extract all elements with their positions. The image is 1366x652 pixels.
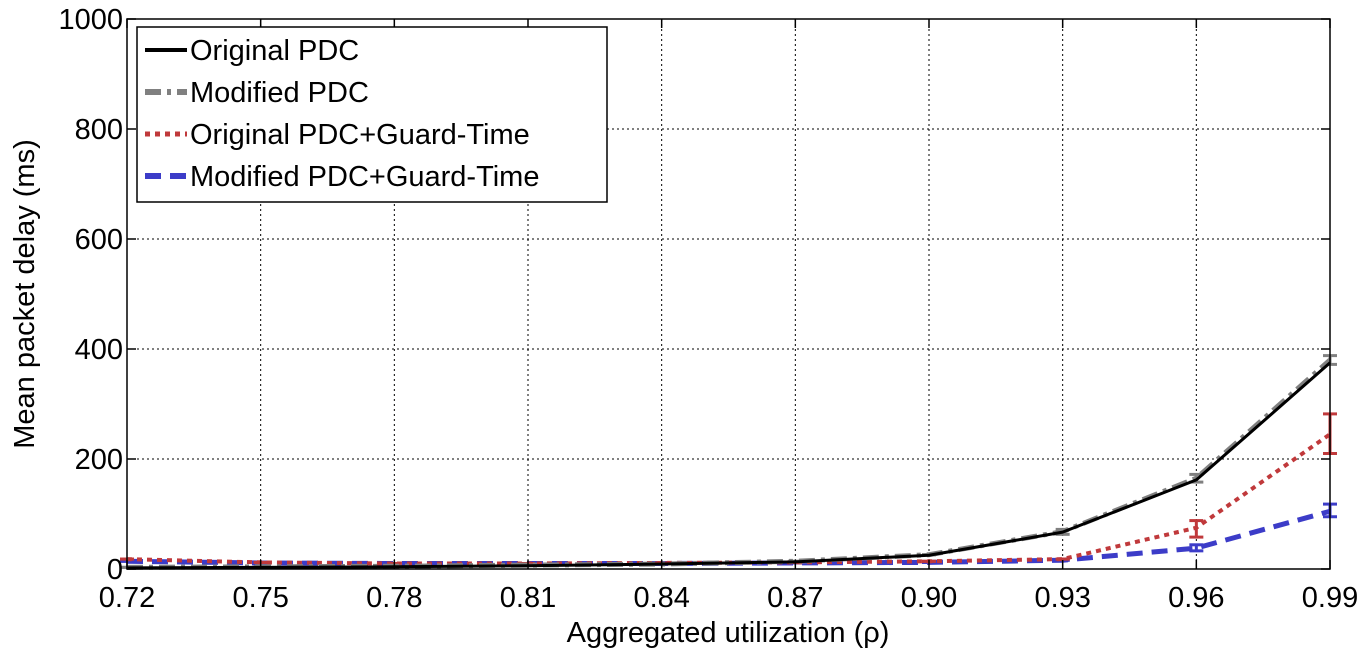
x-tick-label: 0.90 <box>901 582 957 614</box>
y-tick-label: 800 <box>75 114 123 146</box>
axis-ticks: 0.72 0.75 0.78 0.81 0.84 0.87 0.90 0.93 0.96 0.99… <box>58 4 1358 614</box>
x-tick-label: 0.72 <box>99 582 155 614</box>
legend-box <box>136 26 608 203</box>
y-tick-label: 1000 <box>58 4 123 36</box>
x-tick-label: 0.81 <box>500 582 556 614</box>
x-tick-label: 0.99 <box>1302 582 1358 614</box>
series-line <box>126 361 1331 570</box>
y-tick-label: 400 <box>75 334 123 366</box>
x-tick-label: 0.87 <box>767 582 823 614</box>
x-tick-label: 0.84 <box>633 582 689 614</box>
series-original-pdc <box>126 361 1331 570</box>
plot-frame <box>126 18 1331 570</box>
legend-label: Original PDC <box>190 35 359 67</box>
legend: Original PDC Modified PDC Original PDC+Gua… <box>136 26 608 203</box>
x-tick-label: 0.93 <box>1034 582 1090 614</box>
x-tick-label: 0.78 <box>366 582 422 614</box>
x-axis-title: Aggregated utilization (ρ) <box>567 617 890 649</box>
legend-label: Modified PDC+Guard-Time <box>190 161 539 193</box>
x-tick-label: 0.96 <box>1168 582 1224 614</box>
y-tick-label: 0 <box>107 554 123 586</box>
y-axis-title: Mean packet delay (ms) <box>9 139 41 448</box>
y-tick-label: 200 <box>75 444 123 476</box>
legend-label: Modified PDC <box>190 77 369 109</box>
x-tick-label: 0.75 <box>232 582 288 614</box>
legend-label: Original PDC+Guard-Time <box>190 119 530 151</box>
y-tick-label: 600 <box>75 224 123 256</box>
